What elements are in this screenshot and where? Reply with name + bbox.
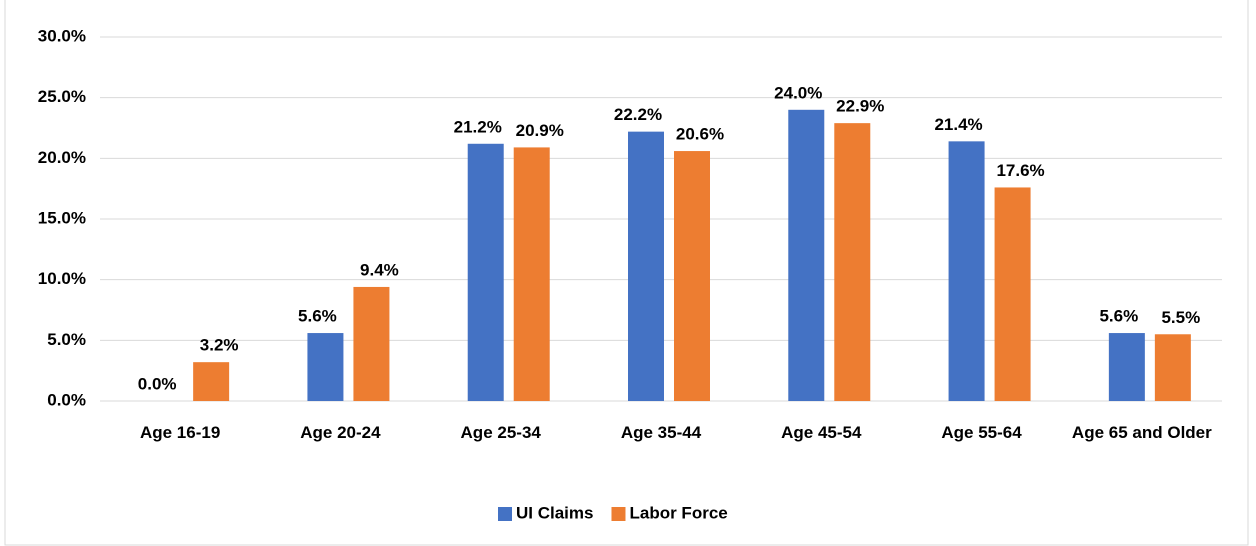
chart-border	[4, 0, 1249, 546]
y-tick-label: 15.0%	[38, 208, 86, 227]
x-tick-label: Age 45-54	[781, 423, 862, 442]
data-label: 0.0%	[138, 374, 177, 393]
bar	[834, 123, 871, 401]
data-label: 21.4%	[934, 115, 982, 134]
y-tick-label: 5.0%	[47, 330, 86, 349]
y-tick-label: 30.0%	[38, 26, 86, 45]
bar	[1108, 333, 1145, 401]
bar	[193, 362, 230, 401]
data-label: 5.6%	[298, 307, 337, 326]
data-label: 17.6%	[996, 161, 1044, 180]
data-label: 21.2%	[454, 117, 502, 136]
legend-swatch	[498, 507, 512, 521]
data-label: 3.2%	[200, 336, 239, 355]
x-tick-label: Age 20-24	[300, 423, 381, 442]
data-label: 22.2%	[614, 105, 662, 124]
legend-swatch	[611, 507, 626, 521]
data-label: 20.9%	[516, 121, 564, 140]
bar	[467, 143, 504, 402]
bar	[1154, 334, 1191, 401]
bar	[513, 147, 550, 401]
bar	[353, 286, 390, 401]
legend-label: UI Claims	[516, 503, 593, 522]
data-label: 5.6%	[1099, 307, 1138, 326]
y-tick-label: 25.0%	[38, 87, 86, 106]
bar	[307, 333, 344, 401]
x-tick-label: Age 16-19	[139, 423, 221, 442]
y-tick-label: 20.0%	[38, 148, 86, 167]
y-tick-label: 0.0%	[47, 390, 86, 409]
bar	[628, 131, 664, 401]
data-label: 24.0%	[774, 83, 822, 102]
legend-label: Labor Force	[629, 503, 727, 522]
x-tick-label: Age 55-64	[941, 423, 1022, 442]
data-label: 9.4%	[360, 260, 399, 279]
bar	[674, 151, 710, 401]
bar	[994, 187, 1031, 401]
bar	[948, 141, 985, 401]
x-tick-label: Age 65 and Older	[1071, 423, 1212, 442]
data-label: 22.9%	[836, 97, 884, 116]
y-tick-label: 10.0%	[38, 269, 86, 288]
x-tick-label: Age 25-34	[460, 423, 541, 442]
data-label: 20.6%	[676, 125, 724, 144]
bar	[788, 109, 825, 402]
data-label: 5.5%	[1161, 308, 1200, 327]
x-tick-label: Age 35-44	[620, 423, 702, 442]
